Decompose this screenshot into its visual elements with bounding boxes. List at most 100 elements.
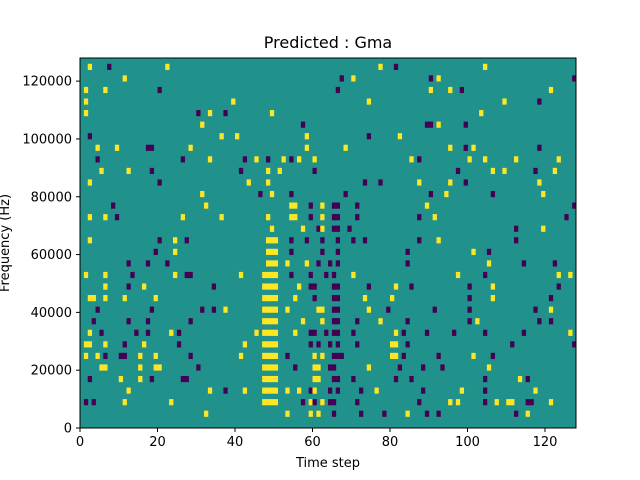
heatmap-cell	[95, 306, 100, 313]
heatmap-cell	[378, 318, 383, 325]
heatmap-cell	[83, 86, 89, 94]
heatmap-cell	[300, 121, 306, 128]
heatmap-cell	[145, 260, 151, 267]
heatmap-cell	[118, 352, 124, 360]
heatmap-cell	[153, 364, 158, 371]
heatmap-cell	[510, 399, 515, 406]
heatmap-cell	[405, 260, 410, 267]
heatmap-cell	[266, 318, 271, 325]
heatmap-cell	[266, 260, 271, 267]
heatmap-cell	[308, 329, 313, 336]
heatmap-cell	[289, 237, 294, 244]
heatmap-cell	[308, 341, 313, 348]
y-tick-label: 0	[64, 422, 72, 437]
heatmap-cell	[421, 387, 426, 394]
heatmap-cell	[273, 306, 279, 313]
heatmap-cell	[548, 306, 554, 313]
heatmap-cell	[514, 410, 519, 417]
heatmap-cell	[304, 133, 310, 140]
heatmap-cell	[83, 271, 89, 279]
heatmap-cell	[188, 318, 193, 325]
heatmap-cell	[238, 271, 244, 279]
heatmap-cell	[308, 283, 313, 290]
heatmap-cell	[556, 271, 561, 279]
heatmap-cell	[568, 271, 573, 279]
heatmap-cell	[262, 295, 267, 302]
heatmap-cell	[552, 167, 558, 175]
heatmap-cell	[533, 167, 538, 175]
heatmap-cell	[285, 352, 290, 360]
heatmap-cell	[99, 167, 104, 175]
heatmap-cell	[552, 260, 558, 267]
heatmap-cell	[273, 295, 279, 302]
heatmap-cell	[297, 387, 302, 394]
heatmap-cell	[436, 121, 441, 128]
y-axis: 0 20000 40000 60000 80000 100000 120000	[22, 75, 80, 437]
heatmap-cell	[238, 352, 244, 360]
heatmap-cell	[401, 352, 406, 360]
heatmap-cell	[173, 237, 178, 244]
heatmap-cell	[153, 248, 158, 255]
heatmap-cell	[289, 214, 294, 221]
heatmap-cell	[308, 410, 313, 417]
heatmap-cell	[471, 144, 476, 151]
heatmap-cell	[176, 341, 182, 348]
heatmap-cell	[455, 167, 461, 175]
heatmap-cell	[285, 260, 290, 267]
heatmap-cell	[328, 399, 333, 406]
heatmap-cell	[269, 341, 275, 348]
heatmap-cell	[207, 110, 213, 117]
heatmap-cell	[219, 133, 224, 140]
heatmap-cell	[444, 190, 449, 198]
heatmap-cell	[459, 86, 465, 94]
heatmap-cell	[355, 318, 360, 325]
heatmap-cell	[308, 399, 313, 406]
heatmap-cell	[262, 364, 267, 371]
heatmap-cell	[157, 86, 162, 94]
heatmap-cell	[269, 399, 275, 406]
heatmap-cell	[467, 306, 472, 313]
heatmap-cell	[521, 329, 527, 336]
heatmap-cell	[393, 329, 399, 336]
heatmap-cell	[490, 167, 496, 175]
heatmap-cell	[126, 387, 131, 394]
heatmap-cell	[269, 260, 275, 267]
heatmap-cell	[355, 214, 360, 221]
y-tick-label: 120000	[22, 75, 72, 90]
heatmap-cell	[351, 237, 356, 244]
heatmap-cell	[262, 399, 267, 406]
x-tick-label: 20	[149, 435, 166, 450]
heatmap-cell	[266, 399, 271, 406]
heatmap-cell	[548, 318, 554, 325]
heatmap-cell	[273, 352, 279, 360]
heatmap-cell	[475, 318, 480, 325]
heatmap-cell	[331, 283, 337, 290]
heatmap-cell	[312, 399, 317, 406]
heatmap-cell	[266, 214, 271, 221]
heatmap-cell	[467, 318, 472, 325]
heatmap-cell	[200, 121, 205, 128]
heatmap-cell	[331, 375, 337, 383]
heatmap-cell	[506, 399, 511, 406]
heatmap-cell	[351, 329, 356, 336]
heatmap-cell	[91, 318, 96, 325]
heatmap-cell	[359, 387, 364, 394]
heatmap-cell	[362, 295, 368, 302]
heatmap-cell	[165, 63, 170, 70]
heatmap-cell	[405, 410, 410, 417]
heatmap-cell	[273, 329, 279, 336]
heatmap-cell	[269, 248, 275, 255]
heatmap-cell	[335, 214, 341, 221]
heatmap-cell	[176, 329, 182, 336]
heatmap-cell	[312, 283, 317, 290]
heatmap-cell	[83, 110, 89, 117]
heatmap-cell	[300, 318, 306, 325]
heatmap-cell	[343, 144, 348, 151]
heatmap-cell	[269, 190, 275, 198]
heatmap-cell	[483, 399, 488, 406]
heatmap-cell	[424, 202, 430, 209]
heatmap-cell	[269, 225, 275, 232]
heatmap-cell	[223, 387, 228, 394]
heatmap-cell	[273, 341, 279, 348]
heatmap-cell	[537, 98, 542, 105]
